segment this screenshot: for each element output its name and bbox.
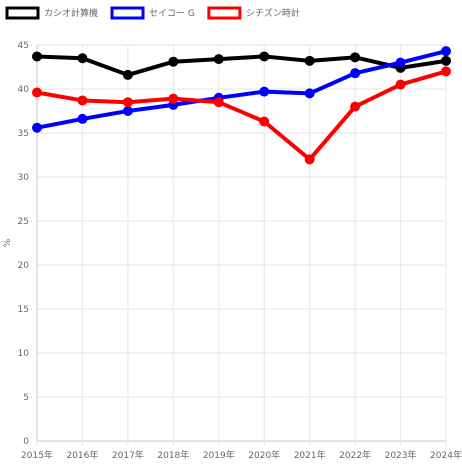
legend-item-1[interactable]: セイコー G [110,6,195,20]
x-tick-label: 2022年 [339,449,371,461]
y-tick-label: 35 [18,129,29,139]
legend-swatch [5,6,40,20]
legend-swatch [207,6,242,20]
series-group [32,46,451,165]
legend-item-2[interactable]: シチズン時計 [207,6,300,20]
data-point[interactable] [441,55,451,66]
data-point[interactable] [168,56,179,67]
legend[interactable]: カシオ計算機 セイコー G シチズン時計 [5,6,300,20]
data-point[interactable] [350,52,361,63]
legend-item-0[interactable]: カシオ計算機 [5,6,98,20]
data-point[interactable] [259,116,270,127]
series-1 [32,46,451,133]
y-tick-label: 30 [18,173,30,183]
data-point[interactable] [441,46,451,57]
data-point[interactable] [122,106,133,116]
legend-label: シチズン時計 [246,7,300,19]
grid [36,44,447,446]
x-tick-label: 2024年 [430,449,462,461]
y-tick-label: 45 [18,41,29,51]
y-tick-label: 40 [18,85,30,95]
data-point[interactable] [304,55,315,66]
x-tick-label: 2017年 [112,449,144,461]
data-point[interactable] [304,88,315,99]
y-tick-label: 10 [18,349,30,359]
y-tick-label: 0 [23,437,29,447]
data-point[interactable] [304,154,315,165]
data-point[interactable] [122,97,133,108]
x-tick-label: 2020年 [248,449,280,461]
data-point[interactable] [395,79,406,90]
data-point[interactable] [32,87,42,98]
series-line [35,69,448,162]
data-point[interactable] [77,53,88,64]
series-2 [32,66,451,165]
series-line [35,49,448,130]
y-tick-label: 20 [18,261,30,271]
data-point[interactable] [213,54,224,65]
y-tick-label: 25 [18,217,29,227]
legend-label: セイコー G [149,8,195,19]
x-tick-label: 2021年 [294,449,326,461]
data-point[interactable] [32,51,42,62]
data-point[interactable] [77,113,88,124]
data-point[interactable] [395,57,406,68]
data-point[interactable] [350,101,361,112]
data-point[interactable] [77,95,88,106]
x-tick-label: 2019年 [203,449,235,461]
y-tick-label: 5 [23,393,29,403]
legend-swatch [110,6,145,20]
x-tick-label: 2018年 [157,449,189,461]
data-point[interactable] [168,93,179,104]
y-tick-label: 15 [18,305,29,315]
data-point[interactable] [350,68,361,79]
data-point[interactable] [213,97,224,108]
x-tick-label: 2015年 [21,449,53,461]
x-tick-label: 2023年 [385,449,417,461]
data-point[interactable] [441,66,451,77]
data-point[interactable] [122,69,133,80]
axes: 0 5 10 15 20 25 30 35 40 45 2015年 2016年 2017年 2018年 20… [3,41,462,461]
legend-label: カシオ計算機 [44,7,98,19]
data-point[interactable] [259,86,270,97]
x-tick-label: 2016年 [66,449,98,461]
data-point[interactable] [32,122,42,133]
series-line [35,54,448,77]
data-point[interactable] [259,51,270,62]
y-axis-title: % [3,238,13,247]
